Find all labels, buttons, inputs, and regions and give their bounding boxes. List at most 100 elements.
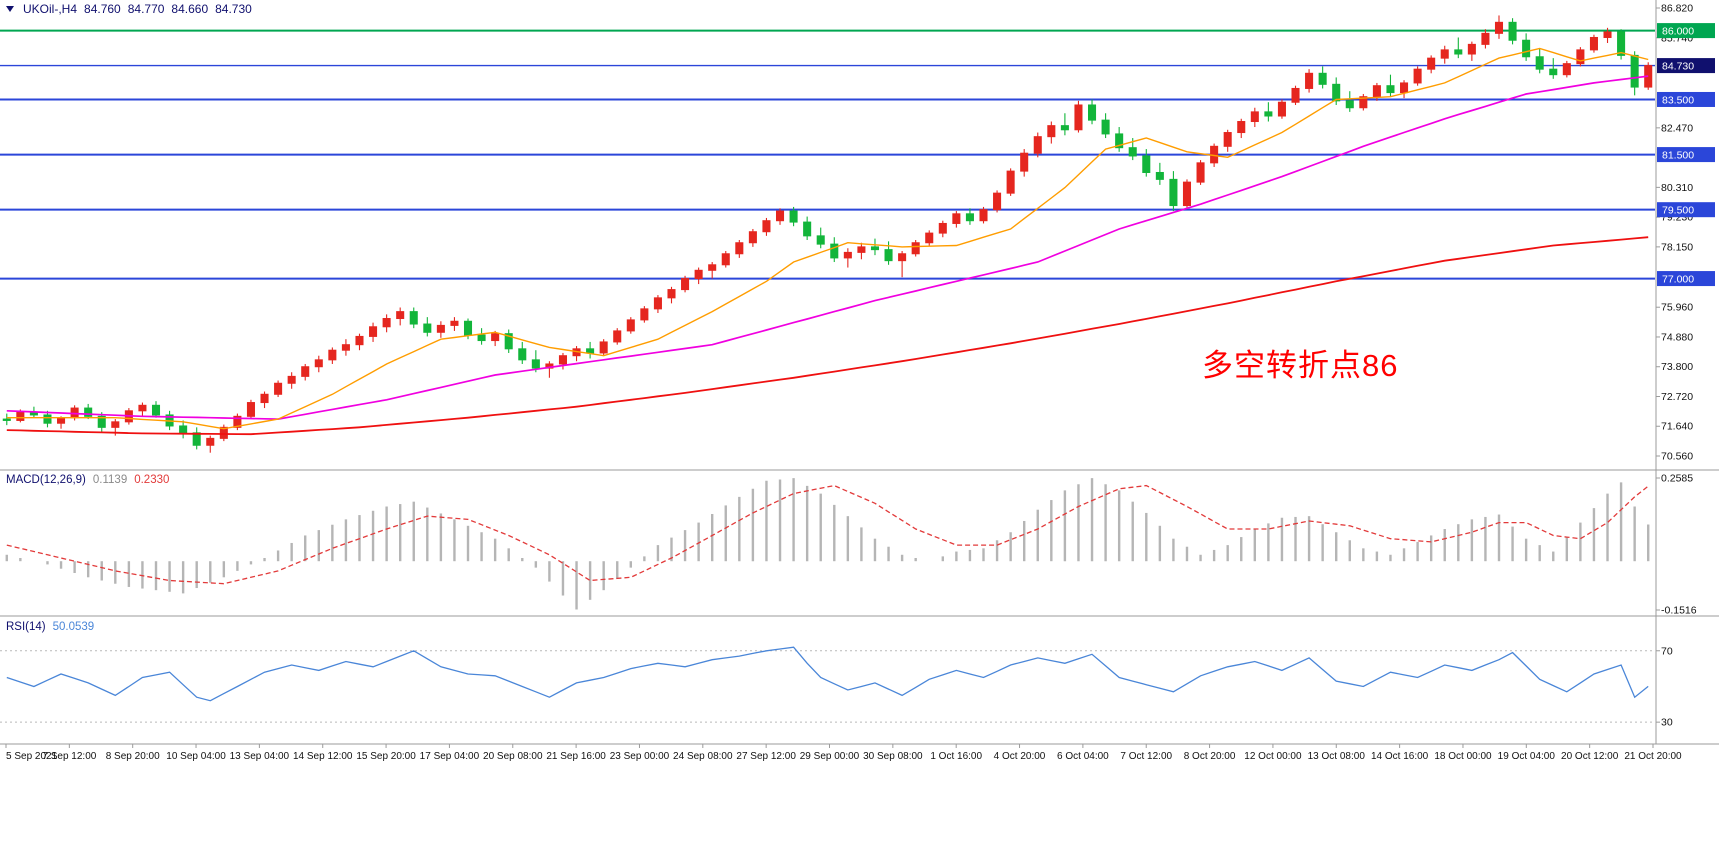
candle-body xyxy=(463,320,473,336)
candle-body xyxy=(1617,31,1626,56)
candle-body xyxy=(409,311,418,325)
rsi-panel[interactable]: 70 30 xyxy=(0,645,1673,729)
price-tick-label: 72.720 xyxy=(1661,391,1693,403)
time-axis-label: 30 Sep 08:00 xyxy=(863,751,923,762)
candle-body xyxy=(586,348,595,354)
price-tick-label: 80.310 xyxy=(1661,182,1693,194)
candle-body xyxy=(748,231,757,244)
time-axis-label: 17 Sep 04:00 xyxy=(420,751,480,762)
candle-body xyxy=(1427,57,1436,70)
svg-text:77.000: 77.000 xyxy=(1662,274,1694,286)
candle-body xyxy=(274,382,283,395)
candle-body xyxy=(1074,104,1083,131)
candle-body xyxy=(111,421,120,428)
time-axis-label: 13 Sep 04:00 xyxy=(230,751,290,762)
svg-text:79.500: 79.500 xyxy=(1662,205,1694,217)
candle-body xyxy=(1060,125,1069,131)
candle-body xyxy=(1562,63,1571,76)
macd-panel[interactable]: 0.2585 -0.1516 xyxy=(5,473,1697,617)
candle-body xyxy=(1047,125,1056,138)
rsi-line xyxy=(6,646,1649,702)
price-level-tag: 77.000 xyxy=(1657,271,1715,287)
candle-body xyxy=(1115,133,1124,149)
time-axis-label: 14 Oct 16:00 xyxy=(1371,751,1429,762)
candle-body xyxy=(1603,31,1612,38)
price-tick-label: 74.880 xyxy=(1661,331,1693,343)
ohlc-open-value: 84.760 xyxy=(84,2,121,16)
candle-body xyxy=(1589,36,1598,51)
candle-body xyxy=(667,289,676,299)
candle-body xyxy=(314,359,323,368)
rsi-value: 50.0539 xyxy=(52,621,95,633)
candle-body xyxy=(1305,72,1314,89)
candle-body xyxy=(1345,100,1354,109)
candle-body xyxy=(287,375,296,384)
candle-body xyxy=(721,253,730,266)
candle-body xyxy=(1576,49,1585,65)
candle-body xyxy=(762,220,771,233)
candle-body xyxy=(491,333,500,342)
time-axis-label: 1 Oct 16:00 xyxy=(930,751,982,762)
time-axis-label: 18 Oct 00:00 xyxy=(1434,751,1492,762)
price-axis[interactable]: 86.82085.74082.47080.31079.23078.15075.9… xyxy=(1656,3,1715,463)
candle-body xyxy=(1494,21,1504,34)
candle-body xyxy=(830,243,839,259)
time-axis-label: 21 Sep 16:00 xyxy=(546,751,606,762)
candle-body xyxy=(1169,178,1178,207)
candle-body xyxy=(735,242,744,255)
candle-body xyxy=(789,210,798,223)
symbol-marker-icon xyxy=(6,6,14,12)
candle-body xyxy=(965,213,974,222)
candle-body xyxy=(1223,132,1232,147)
candle-body xyxy=(857,246,866,253)
time-axis-label: 19 Oct 04:00 xyxy=(1498,751,1556,762)
macd-axis-label: -0.1516 xyxy=(1661,605,1697,617)
candle-body xyxy=(1128,147,1137,157)
candle-body xyxy=(260,393,269,404)
candle-body xyxy=(681,278,690,291)
candle-body xyxy=(708,264,717,271)
chart-annotation-text[interactable]: 多空转折点86 xyxy=(1202,348,1399,383)
candle-body xyxy=(1454,49,1463,55)
price-level-tag: 79.500 xyxy=(1657,202,1715,218)
candle-body xyxy=(925,232,934,244)
time-axis-label: 15 Sep 20:00 xyxy=(356,751,416,762)
macd-main-value: 0.1139 xyxy=(92,474,128,486)
time-axis-label: 14 Sep 12:00 xyxy=(293,751,353,762)
horizontal-level-lines[interactable] xyxy=(0,29,1655,280)
candle-body xyxy=(1006,170,1015,194)
svg-text:86.000: 86.000 xyxy=(1662,26,1694,38)
macd-axis-label: 0.2585 xyxy=(1661,473,1693,485)
candle-body xyxy=(1372,85,1381,98)
candle-body xyxy=(1155,171,1164,180)
time-axis-label: 7 Oct 12:00 xyxy=(1120,751,1172,762)
macd-signal-line xyxy=(6,484,1649,585)
svg-text:81.500: 81.500 xyxy=(1662,150,1694,162)
candle-body xyxy=(1508,21,1517,41)
candle-body xyxy=(993,192,1002,211)
candle-body xyxy=(1359,96,1368,109)
time-axis-label: 21 Oct 20:00 xyxy=(1624,751,1682,762)
candle-body xyxy=(1535,56,1544,70)
ma-fast-line xyxy=(6,47,1649,430)
candle-body xyxy=(477,334,486,342)
candle-body xyxy=(450,320,459,326)
candle-body xyxy=(1033,136,1042,154)
candle-body xyxy=(369,326,378,337)
candle-body xyxy=(938,222,947,234)
candle-body xyxy=(1291,87,1300,103)
candle-body xyxy=(558,355,567,365)
candle-body xyxy=(1088,104,1097,121)
time-axis-label: 12 Oct 00:00 xyxy=(1244,751,1302,762)
time-axis-label: 10 Sep 04:00 xyxy=(166,751,226,762)
price-tick-label: 86.820 xyxy=(1661,3,1693,15)
candle-body xyxy=(396,311,405,320)
rsi-level-label: 70 xyxy=(1661,645,1673,657)
price-level-tag: 86.000 xyxy=(1657,23,1715,39)
candle-body xyxy=(1182,181,1192,207)
candle-body xyxy=(1481,32,1490,45)
current-price-tag: 84.730 xyxy=(1657,58,1715,74)
